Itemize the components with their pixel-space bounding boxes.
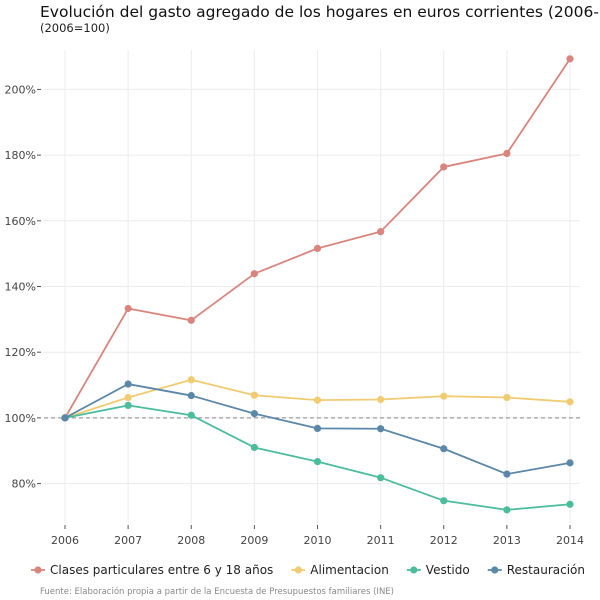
data-point	[250, 443, 258, 452]
legend-label: Clases particulares entre 6 y 18 años	[50, 563, 273, 577]
y-tick-label: 80%	[12, 478, 36, 491]
data-point	[250, 270, 258, 278]
legend-swatch-dot	[491, 566, 499, 574]
data-point	[187, 391, 195, 400]
data-point	[440, 497, 448, 505]
data-point	[187, 411, 195, 419]
data-point	[124, 401, 132, 410]
legend-item: Restauración	[487, 563, 585, 577]
y-tick-label: 140%	[5, 281, 36, 294]
y-tick-label: 180%	[5, 149, 36, 162]
x-tick-label: 2010	[304, 534, 332, 547]
x-tick-label: 2014	[556, 534, 584, 547]
legend-label: Restauración	[507, 563, 585, 577]
x-tick-label: 2012	[430, 534, 458, 547]
data-point	[187, 376, 195, 384]
legend-swatch-dot	[34, 566, 42, 574]
x-tick-label: 2009	[240, 534, 268, 547]
data-point	[187, 316, 195, 324]
series-layer	[61, 55, 574, 514]
legend-item: Alimentacion	[291, 563, 389, 577]
x-tick-label: 2006	[51, 534, 79, 547]
data-point	[503, 506, 511, 514]
y-tick-label: 120%	[5, 346, 36, 359]
data-point	[377, 395, 385, 404]
chart-subtitle: (2006=100)	[40, 21, 110, 35]
x-tick-label: 2011	[367, 534, 395, 547]
x-tick-label: 2008	[177, 534, 205, 547]
data-point	[124, 304, 132, 313]
data-point	[313, 244, 322, 252]
data-point	[503, 149, 511, 158]
y-tick-label: 100%	[5, 412, 36, 425]
legend-swatch-dot	[410, 566, 418, 574]
data-point	[377, 425, 385, 433]
legend-item: Vestido	[406, 563, 470, 577]
data-point	[503, 393, 511, 402]
legend-item: Clases particulares entre 6 y 18 años	[31, 563, 273, 577]
data-point	[503, 470, 511, 478]
grid	[44, 50, 580, 523]
data-point	[440, 163, 448, 171]
data-point	[440, 392, 448, 400]
data-point	[566, 459, 574, 467]
data-point	[250, 391, 258, 399]
data-point	[250, 410, 258, 418]
data-point	[61, 414, 69, 422]
legend-label: Alimentacion	[310, 563, 389, 577]
data-point	[440, 445, 448, 453]
x-tick-label: 2007	[114, 534, 142, 547]
data-point	[377, 228, 385, 236]
data-point	[313, 457, 322, 466]
y-tick-label: 160%	[5, 215, 36, 228]
data-point	[566, 398, 574, 406]
y-tick-label: 200%	[5, 83, 36, 96]
data-point	[124, 393, 132, 402]
data-point	[566, 500, 574, 508]
chart-title: Evolución del gasto agregado de los hoga…	[40, 3, 600, 21]
data-point	[313, 424, 322, 432]
source-note: Fuente: Elaboración propia a partir de l…	[40, 586, 394, 597]
legend-swatch-dot	[294, 566, 302, 574]
legend-label: Vestido	[426, 563, 470, 577]
data-point	[313, 396, 322, 404]
data-point	[377, 474, 385, 482]
legend: Clases particulares entre 6 y 18 años Ali…	[31, 563, 585, 577]
data-point	[124, 380, 132, 388]
data-point	[566, 55, 574, 63]
axes: 80% 100% 120% 140% 160% 180% 200% 2006 2007 2008 2…	[5, 83, 584, 547]
x-tick-label: 2013	[493, 534, 521, 547]
series-4	[61, 380, 574, 478]
